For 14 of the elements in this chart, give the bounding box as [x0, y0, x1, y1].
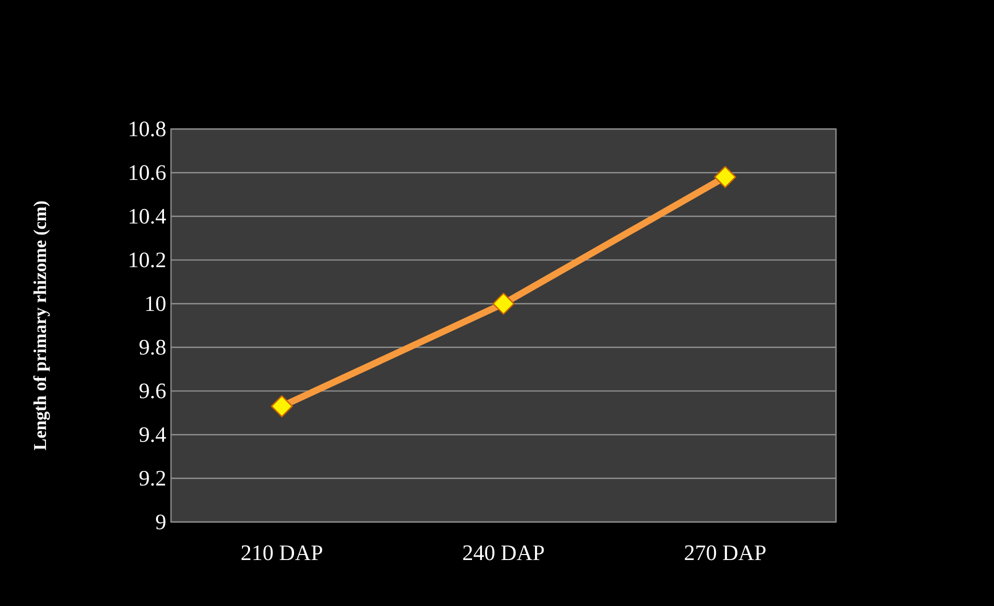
y-tick-label: 9 — [156, 514, 166, 530]
y-tick-label: 9.6 — [140, 384, 166, 398]
y-tick-label: 10.8 — [130, 122, 166, 136]
y-tick-label: 9.8 — [140, 340, 166, 355]
y-axis-title: Length of primary rhizome (cm) — [33, 201, 50, 450]
y-tick-label: 9.4 — [140, 427, 166, 442]
y-tick-label: 9.2 — [140, 470, 166, 486]
y-tick-label: 10.4 — [130, 208, 166, 224]
x-tick-label: 240 DAP — [463, 545, 544, 560]
y-tick-label: 10 — [146, 296, 166, 312]
y-tick-label: 10.2 — [130, 252, 166, 268]
x-tick-label: 210 DAP — [242, 545, 322, 560]
y-tick-label: 10.6 — [130, 165, 166, 180]
x-tick-label: 270 DAP — [684, 545, 766, 560]
